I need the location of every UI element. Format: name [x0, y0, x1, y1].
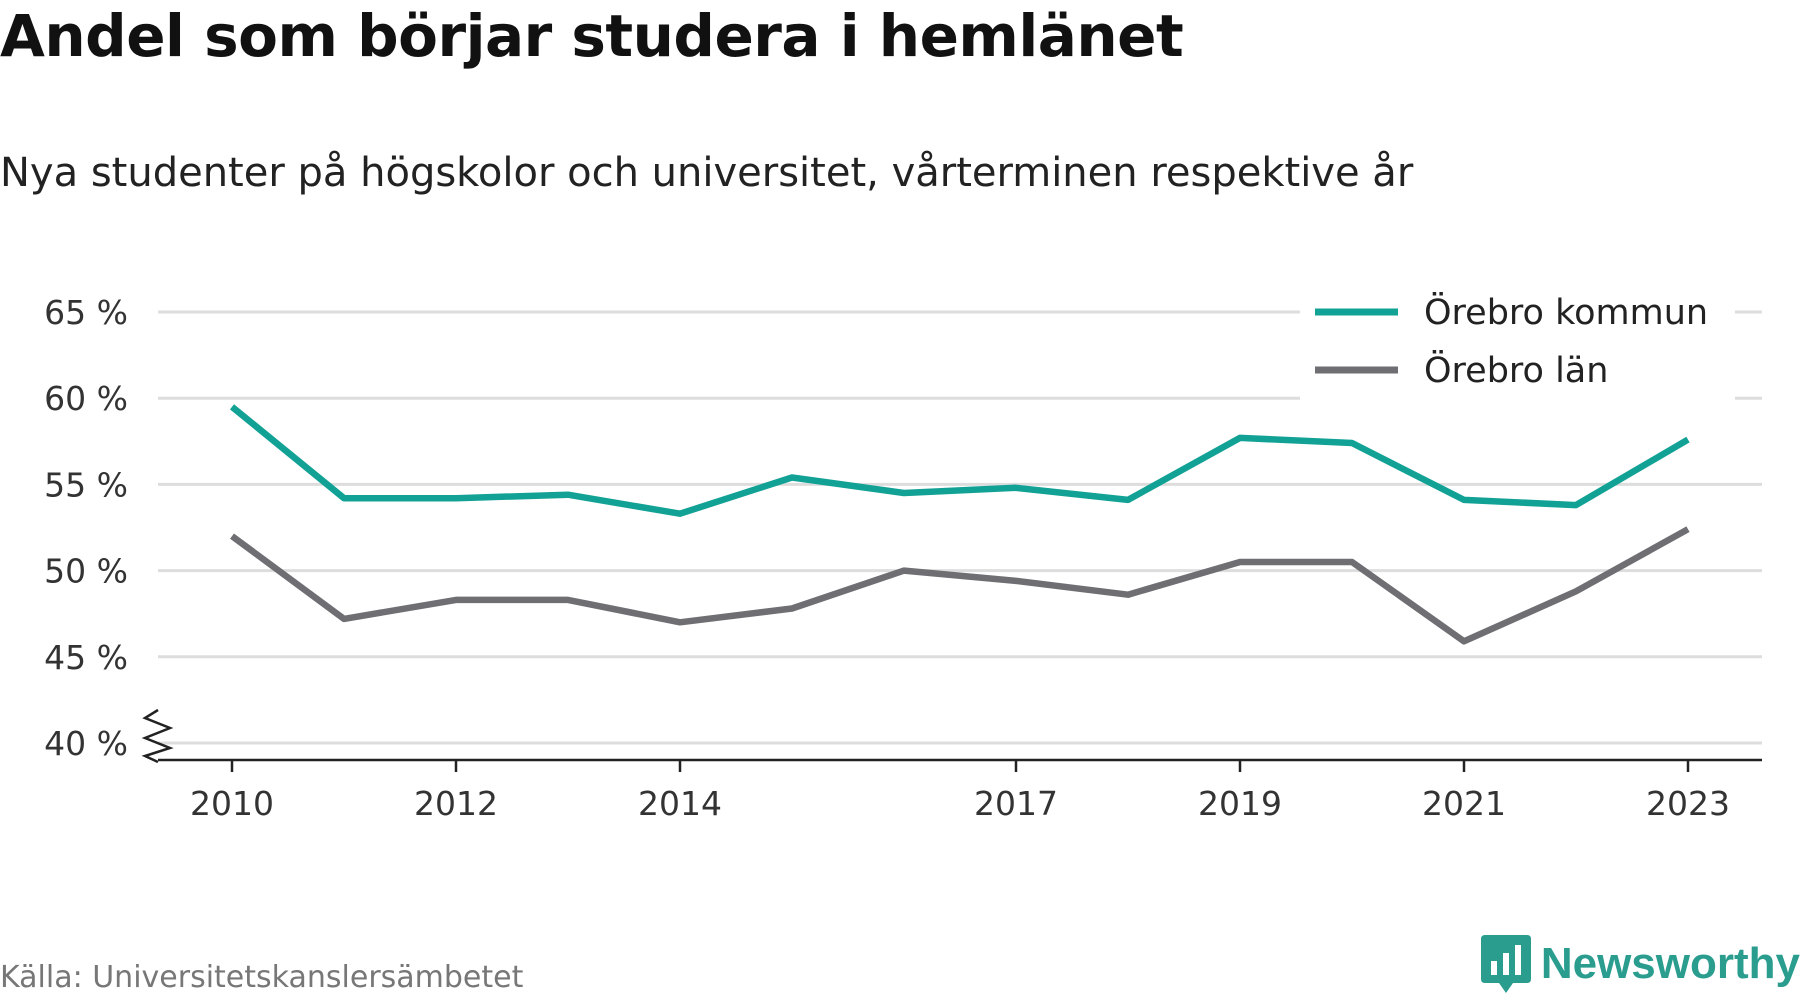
legend: Örebro kommun Örebro län [1300, 280, 1735, 400]
legend-background [1300, 280, 1735, 400]
legend-label: Örebro kommun [1424, 291, 1708, 333]
legend-label: Örebro län [1424, 349, 1608, 391]
newsworthy-logo-icon [1480, 935, 1531, 993]
x-tick-label: 2014 [638, 784, 722, 823]
y-tick-label: 45 % [44, 638, 128, 677]
y-tick-label: 50 % [44, 552, 128, 591]
x-tick-label: 2017 [974, 784, 1058, 823]
y-tick-label: 55 % [44, 465, 128, 504]
x-tick-label: 2012 [414, 784, 498, 823]
grid-lines [158, 310, 1762, 745]
brand-logo: Newsworthy [1480, 935, 1800, 993]
x-tick-label: 2021 [1422, 784, 1506, 823]
y-tick-label: 65 % [44, 293, 128, 332]
x-axis: 2010 2012 2014 2017 2019 2021 2023 [158, 758, 1762, 823]
x-tick-label: 2010 [190, 784, 274, 823]
chart-title: Andel som börjar studera i hemlänet [0, 2, 1184, 70]
chart-subtitle: Nya studenter på högskolor och universit… [0, 150, 1414, 196]
y-tick-label: 40 % [44, 724, 128, 763]
source-note: Källa: Universitetskanslersämbetet [0, 960, 524, 995]
y-tick-label: 60 % [44, 379, 128, 418]
x-tick-label: 2023 [1646, 784, 1730, 823]
x-tick-label: 2019 [1198, 784, 1282, 823]
axis-break-icon [141, 708, 174, 764]
series-line-1 [230, 526, 1690, 645]
y-axis: 40 % 45 % 50 % 55 % 60 % 65 % [44, 293, 174, 764]
series-lines [229, 404, 1690, 645]
brand-name: Newsworthy [1540, 939, 1800, 988]
series-line-0 [229, 404, 1690, 517]
